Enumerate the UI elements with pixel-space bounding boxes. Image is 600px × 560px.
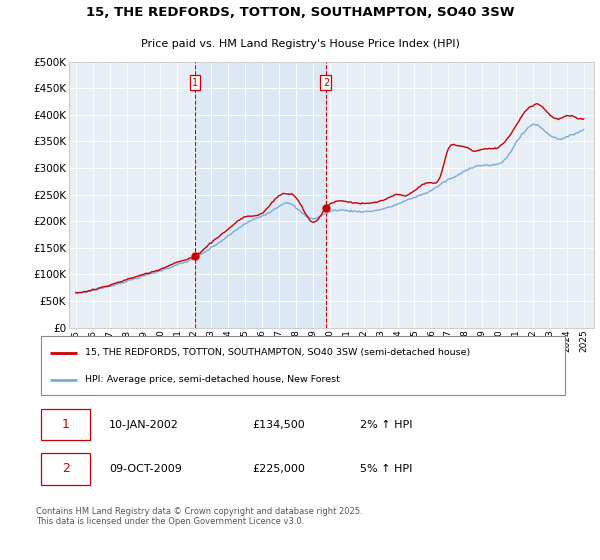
Text: 09-OCT-2009: 09-OCT-2009 [109, 464, 182, 474]
Text: £225,000: £225,000 [252, 464, 305, 474]
FancyBboxPatch shape [41, 453, 90, 484]
Text: 15, THE REDFORDS, TOTTON, SOUTHAMPTON, SO40 3SW: 15, THE REDFORDS, TOTTON, SOUTHAMPTON, S… [86, 6, 514, 20]
Text: 2: 2 [62, 463, 70, 475]
Text: 5% ↑ HPI: 5% ↑ HPI [360, 464, 412, 474]
Text: 1: 1 [62, 418, 70, 431]
Text: Price paid vs. HM Land Registry's House Price Index (HPI): Price paid vs. HM Land Registry's House … [140, 39, 460, 49]
Text: 15, THE REDFORDS, TOTTON, SOUTHAMPTON, SO40 3SW (semi-detached house): 15, THE REDFORDS, TOTTON, SOUTHAMPTON, S… [85, 348, 470, 357]
Text: 2: 2 [323, 78, 329, 88]
Text: £134,500: £134,500 [252, 420, 305, 430]
Text: 2% ↑ HPI: 2% ↑ HPI [360, 420, 413, 430]
FancyBboxPatch shape [41, 336, 565, 395]
Text: HPI: Average price, semi-detached house, New Forest: HPI: Average price, semi-detached house,… [85, 375, 340, 384]
Bar [195, 62, 326, 328]
FancyBboxPatch shape [41, 409, 90, 440]
Text: 1: 1 [192, 78, 198, 88]
Text: Contains HM Land Registry data © Crown copyright and database right 2025.
This d: Contains HM Land Registry data © Crown c… [36, 507, 362, 526]
Text: 10-JAN-2002: 10-JAN-2002 [109, 420, 179, 430]
